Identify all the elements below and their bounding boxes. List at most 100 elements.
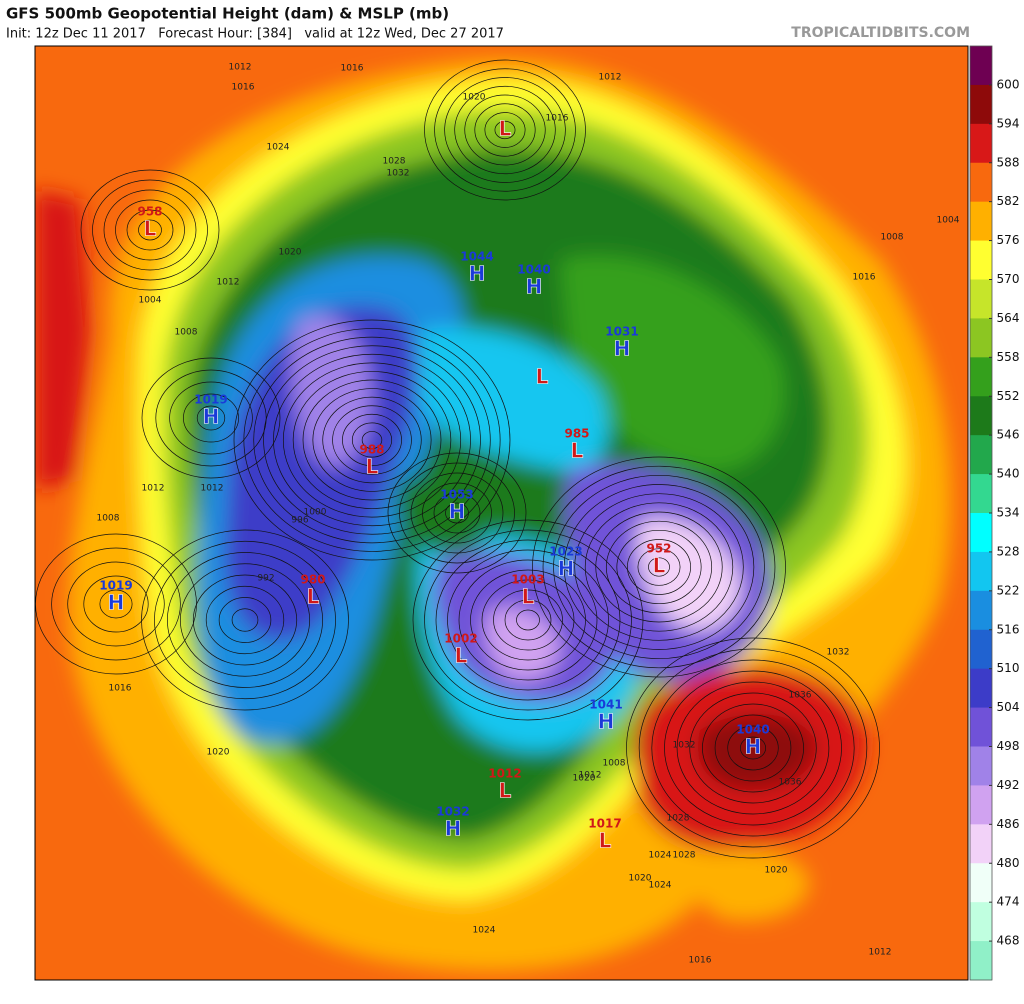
isobar-label: 1028 (383, 157, 406, 167)
isobar (474, 103, 536, 157)
isobar (616, 529, 702, 605)
center-value: 1040 (517, 263, 550, 277)
isobar-label: 1032 (387, 169, 410, 179)
isobar (99, 589, 133, 619)
isobar (447, 549, 609, 691)
center-letter: H (108, 591, 125, 615)
colorbar-tick-label: 540 (997, 467, 1020, 481)
isobar (387, 452, 527, 574)
isobar (494, 120, 516, 140)
isobar (192, 574, 298, 666)
subtitle: Init: 12z Dec 11 2017 Forecast Hour: [38… (6, 27, 504, 42)
isobar (458, 559, 598, 681)
isobar (410, 472, 504, 554)
isobar (595, 511, 723, 623)
isobar (361, 431, 383, 449)
colorbar-tick-label: 546 (997, 428, 1020, 442)
site-watermark: TROPICALTIDBITS.COM (791, 25, 970, 41)
center-value: 1053 (440, 488, 473, 502)
isobar-label: 1020 (463, 93, 486, 103)
colorbar-swatch (970, 785, 992, 825)
isobar (399, 462, 515, 564)
isobar (470, 569, 586, 671)
colorbar-tick-label: 516 (997, 622, 1020, 636)
isobar (67, 561, 165, 647)
isobar (626, 637, 880, 859)
isobar-label: 1012 (229, 63, 252, 73)
colorbar-tick-label: 522 (997, 583, 1020, 597)
isobar-label: 1016 (232, 83, 255, 93)
isobar (422, 482, 492, 544)
colorbar-tick-label: 600 (997, 77, 1020, 91)
isobar (115, 199, 185, 261)
isobar (553, 474, 765, 660)
isobar (332, 405, 412, 475)
center-letter: H (445, 817, 462, 841)
isobar-label: 1012 (201, 484, 224, 494)
isobar (80, 169, 220, 291)
isobar-label: 1032 (673, 741, 696, 751)
center-letter: L (536, 365, 549, 389)
colorbar-swatch (970, 746, 992, 786)
center-value: 952 (646, 542, 671, 556)
colorbar-tick-label: 558 (997, 350, 1020, 364)
isobar-label: 1016 (341, 64, 364, 74)
isobar (424, 59, 586, 201)
colorbar-tick-label: 510 (997, 661, 1020, 675)
center-letter: L (144, 217, 157, 241)
isobar (183, 393, 239, 443)
colorbar-swatch (970, 590, 992, 631)
colorbar-swatch (970, 707, 992, 747)
isobar (676, 681, 830, 815)
isobar-label: 996 (291, 516, 308, 526)
isobar-contours (35, 59, 880, 859)
isobar (412, 519, 644, 721)
isobar (51, 547, 181, 661)
isobar (638, 648, 868, 848)
isobar (342, 413, 402, 467)
isobar-label: 1004 (139, 296, 162, 306)
colorbar-tick-label: 570 (997, 272, 1020, 286)
colorbar-tick-label: 504 (997, 700, 1020, 714)
isobar (542, 465, 776, 669)
isobar (584, 502, 734, 632)
center-value: 988 (359, 443, 384, 457)
isobar (233, 319, 511, 561)
colorbar-tick-label: 528 (997, 544, 1020, 558)
isobar (454, 85, 556, 175)
map-frame (34, 45, 969, 981)
isobar (481, 579, 575, 661)
center-value: 1012 (488, 767, 521, 781)
isobar (302, 379, 442, 501)
isobar (739, 736, 766, 760)
colorbar-tick-label: 594 (997, 116, 1020, 130)
isobar (605, 520, 713, 614)
isobar (218, 597, 272, 643)
colorbar-tick-label: 564 (997, 311, 1020, 325)
isobar (627, 539, 691, 595)
colorbar-swatch (970, 279, 992, 319)
isobar-label: 1036 (789, 691, 812, 701)
isobar (648, 557, 670, 577)
isobar (516, 609, 540, 631)
center-letter: L (499, 117, 512, 141)
colorbar-swatch (970, 824, 992, 864)
isobar (253, 336, 491, 544)
title: GFS 500mb Geopotential Height (dam) & MS… (6, 5, 449, 23)
isobar-label: 1028 (667, 814, 690, 824)
colorbar-tick-label: 552 (997, 389, 1020, 403)
center-letter: L (499, 779, 512, 803)
isobar-label: 1020 (573, 774, 596, 784)
height-field (35, 46, 968, 980)
center-letter: H (598, 710, 615, 734)
isobar-label: 1008 (881, 233, 904, 243)
center-letter: H (449, 500, 466, 524)
center-value: 985 (564, 427, 589, 441)
isobar (83, 575, 149, 633)
colorbar-tick-label: 474 (997, 895, 1020, 909)
isobar (424, 529, 632, 711)
isobar-label: 1020 (207, 748, 230, 758)
center-letter: H (526, 275, 543, 299)
center-letter: L (307, 585, 320, 609)
